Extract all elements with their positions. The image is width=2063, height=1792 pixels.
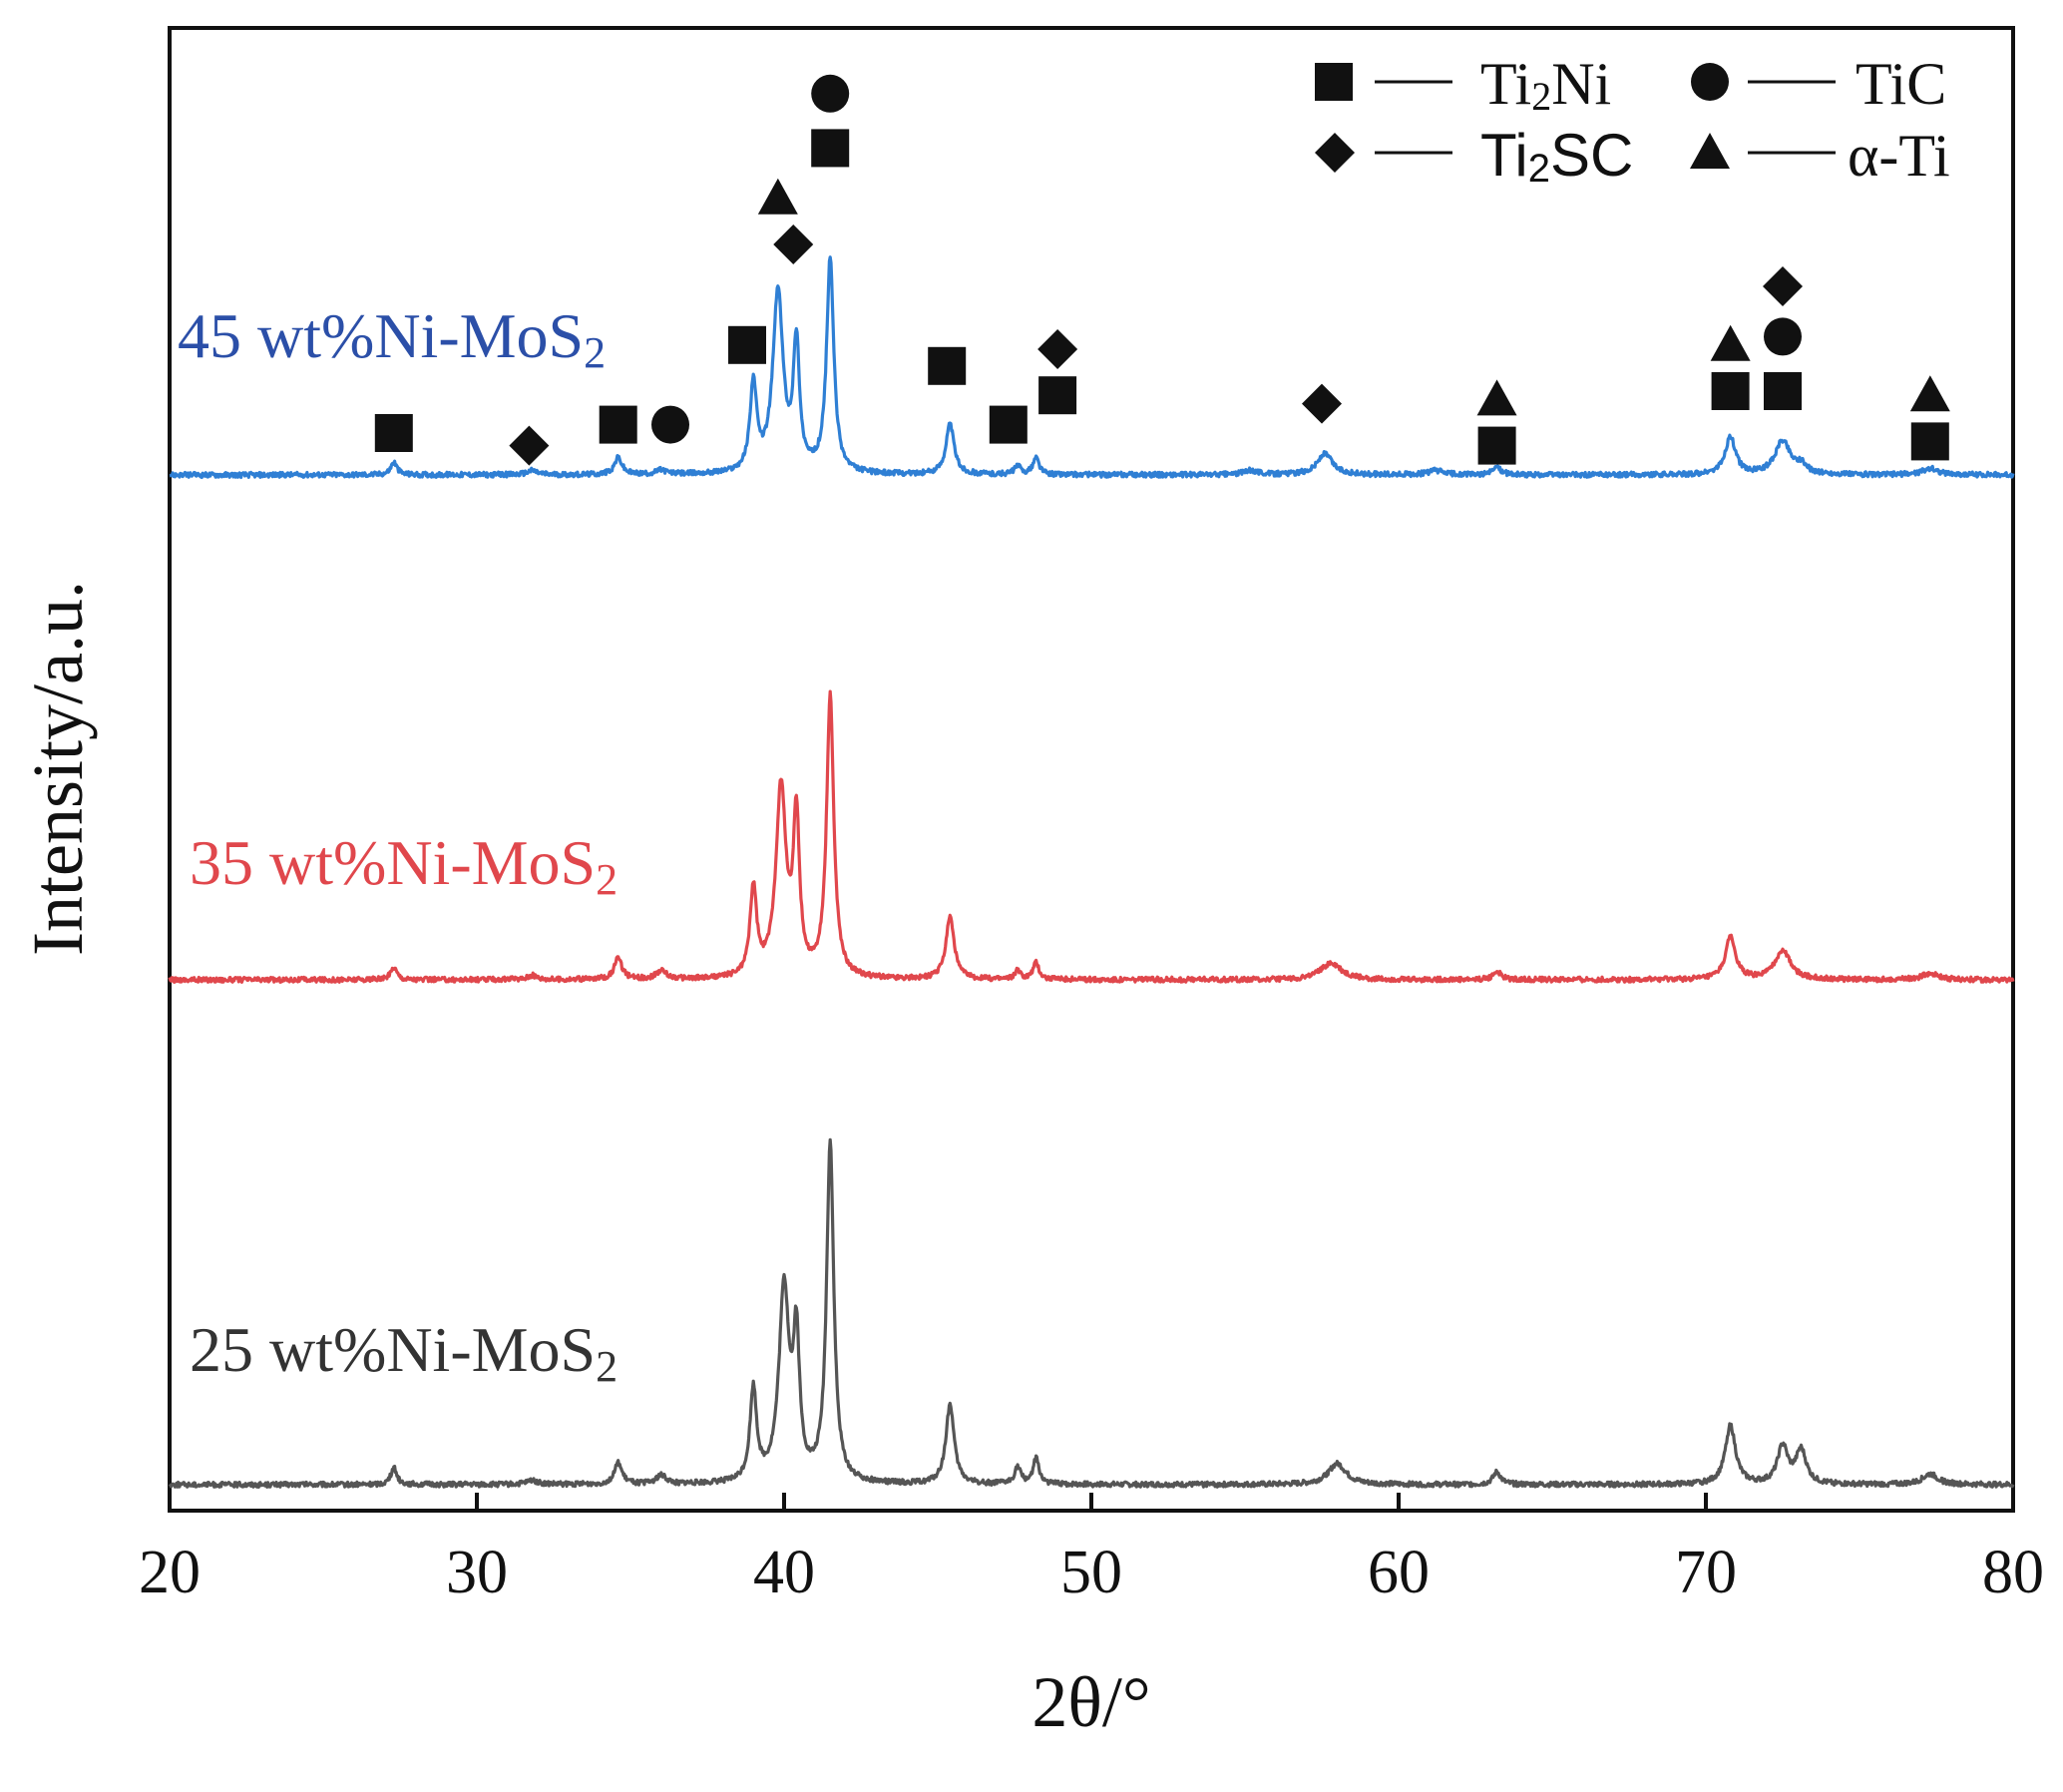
phase-marker-diamond-icon bbox=[1302, 383, 1342, 424]
series-label-25: 25 wt%Ni-MoS2 bbox=[190, 1314, 618, 1391]
phase-marker-square-icon bbox=[1477, 426, 1516, 465]
phase-marker-triangle-icon bbox=[1710, 324, 1751, 361]
legend-diamond-icon bbox=[1315, 133, 1355, 173]
x-tick-label: 40 bbox=[753, 1539, 815, 1606]
x-axis-label: 2θ/° bbox=[1032, 1662, 1150, 1742]
phase-marker-square-icon bbox=[928, 346, 967, 385]
series-line-45 bbox=[169, 255, 2015, 480]
legend-label-ti2ni: Ti2Ni bbox=[1480, 51, 1611, 119]
phase-marker-square-icon bbox=[599, 405, 637, 444]
phase-marker-square-icon bbox=[1910, 422, 1949, 461]
legend-label-alpha-ti: α-Ti bbox=[1848, 123, 1950, 189]
phase-marker-triangle-icon bbox=[1909, 375, 1950, 412]
phase-marker-square-icon bbox=[1764, 372, 1802, 410]
legend-circle-icon bbox=[1691, 63, 1729, 101]
phase-markers bbox=[374, 74, 1950, 466]
phase-marker-circle-icon bbox=[1764, 317, 1802, 356]
plot-frame bbox=[168, 26, 2015, 1513]
phase-marker-diamond-icon bbox=[509, 425, 550, 466]
x-tick-label: 30 bbox=[446, 1539, 508, 1606]
phase-marker-circle-icon bbox=[651, 405, 689, 444]
legend-square-icon bbox=[1315, 63, 1353, 101]
legend-triangle-icon bbox=[1690, 133, 1730, 169]
phase-marker-square-icon bbox=[1038, 376, 1077, 415]
series-line-35 bbox=[168, 689, 2015, 984]
phase-marker-square-icon bbox=[989, 405, 1028, 444]
phase-marker-square-icon bbox=[728, 325, 766, 364]
phase-marker-square-icon bbox=[811, 129, 850, 168]
phase-marker-triangle-icon bbox=[757, 178, 798, 215]
y-axis-label: Intensity/a.u. bbox=[18, 581, 98, 956]
series-traces bbox=[168, 255, 2015, 1489]
x-axis-ticks: 20 30 40 50 60 70 80 bbox=[139, 1493, 2044, 1606]
phase-marker-circle-icon bbox=[811, 74, 850, 113]
phase-marker-diamond-icon bbox=[1763, 266, 1803, 306]
x-tick-label: 50 bbox=[1060, 1539, 1122, 1606]
series-line-25 bbox=[168, 1137, 2015, 1489]
x-tick-label: 80 bbox=[1982, 1539, 2044, 1606]
phase-marker-diamond-icon bbox=[773, 224, 814, 264]
series-label-45: 45 wt%Ni-MoS2 bbox=[178, 300, 606, 377]
legend: Ti2Ni TiC Ti2SC α-Ti bbox=[1315, 51, 1950, 191]
phase-marker-triangle-icon bbox=[1476, 379, 1517, 416]
phase-marker-square-icon bbox=[374, 414, 413, 452]
x-tick-label: 60 bbox=[1368, 1539, 1430, 1606]
phase-marker-diamond-icon bbox=[1037, 329, 1078, 369]
phase-marker-square-icon bbox=[1711, 372, 1750, 410]
series-label-35: 35 wt%Ni-MoS2 bbox=[190, 827, 618, 904]
legend-label-ti2sc: Ti2SC bbox=[1480, 122, 1633, 191]
x-tick-label: 20 bbox=[139, 1539, 201, 1606]
legend-label-tic: TiC bbox=[1856, 51, 1946, 117]
x-tick-label: 70 bbox=[1675, 1539, 1737, 1606]
